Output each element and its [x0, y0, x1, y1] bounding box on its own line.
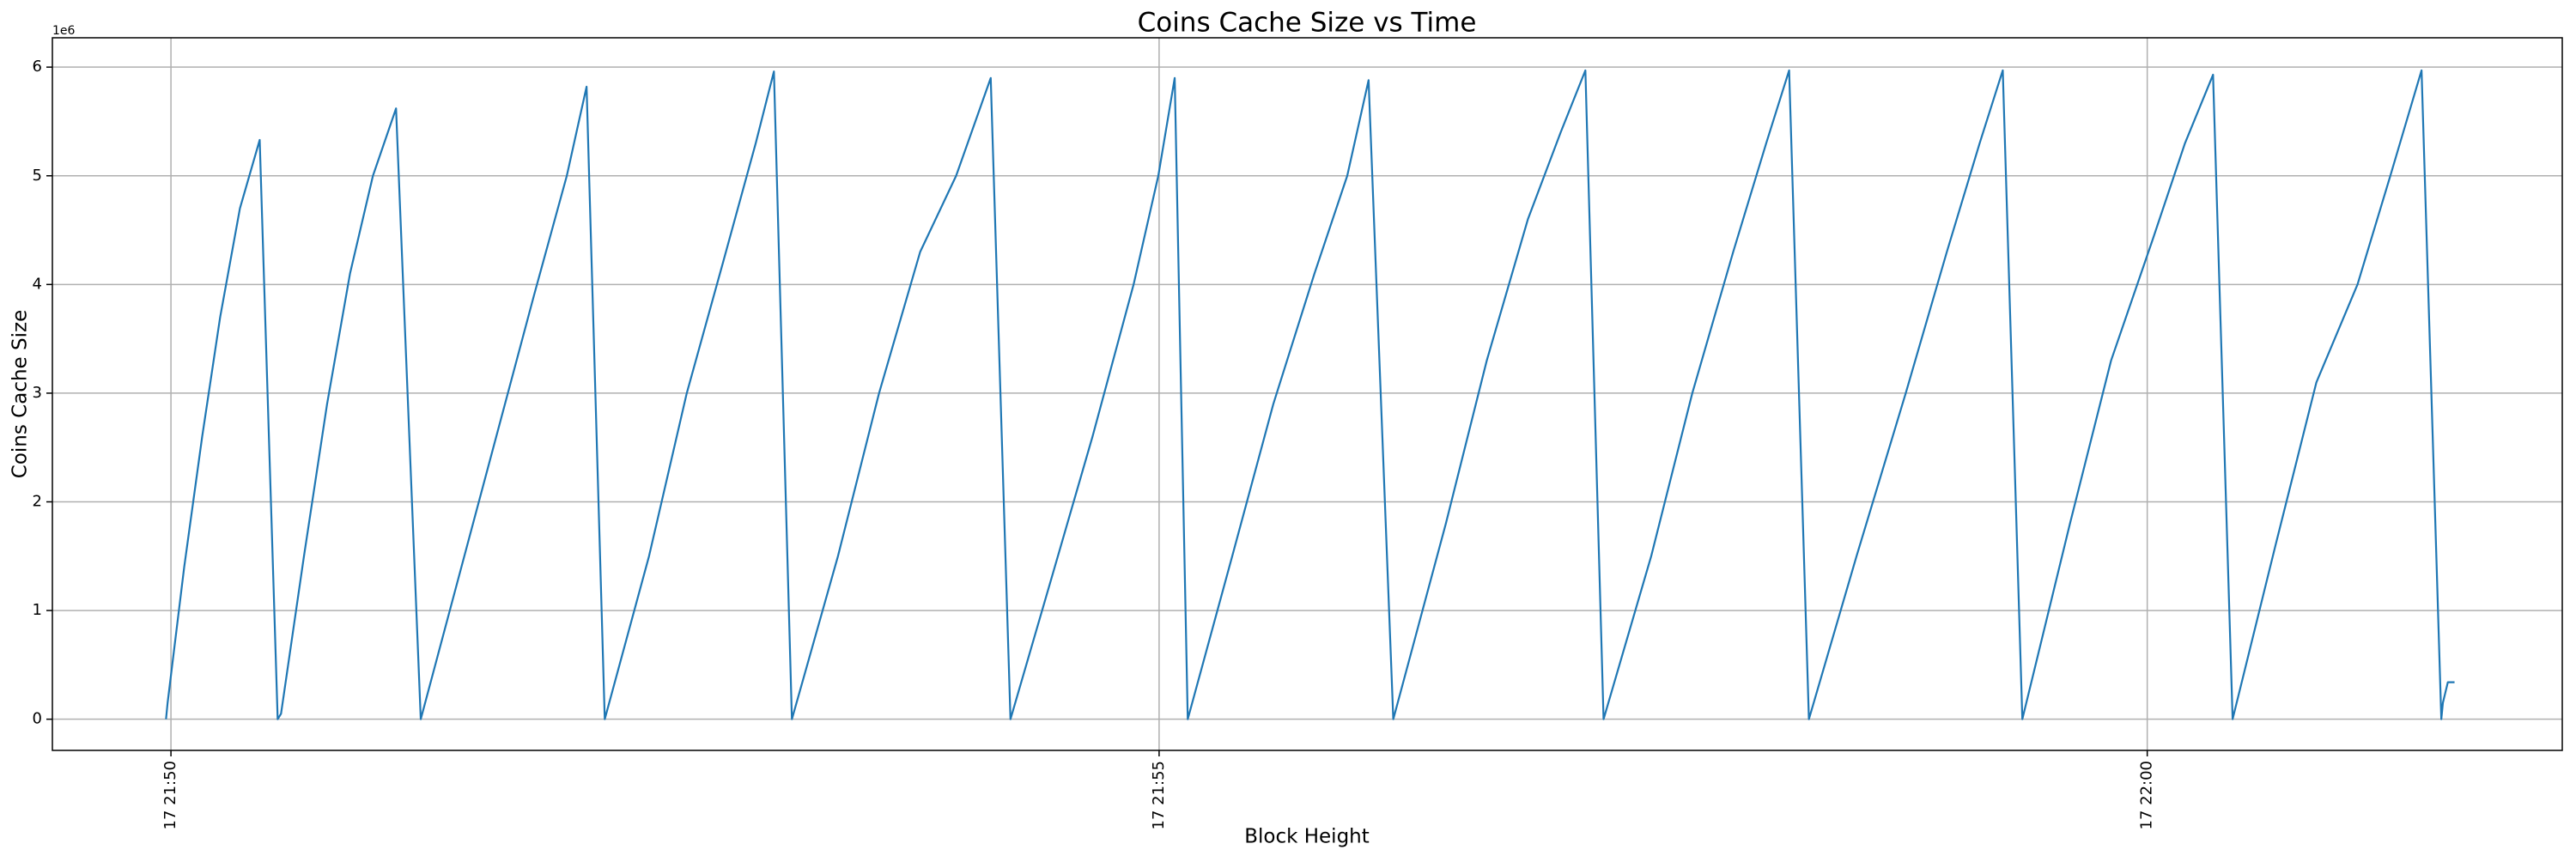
y-axis-label: Coins Cache Size [9, 310, 32, 478]
x-tick-label: 17 21:55 [1150, 761, 1168, 830]
y-tick-label: 1 [33, 601, 42, 619]
y-tick-label: 5 [33, 167, 42, 185]
plot-frame [52, 37, 2563, 751]
y-tick-label: 6 [33, 58, 42, 76]
x-tick-label: 17 22:00 [2138, 761, 2156, 830]
chart-title: Coins Cache Size vs Time [1138, 8, 1477, 39]
y-tick-label: 2 [33, 493, 42, 511]
y-tick-label: 0 [33, 710, 42, 728]
data-line [165, 69, 2455, 720]
y-tick-label: 3 [33, 384, 42, 402]
y-offset-label: 1e6 [52, 24, 76, 38]
x-axis-label: Block Height [1244, 826, 1370, 848]
y-tick-label: 4 [33, 275, 42, 293]
x-tick-label: 17 21:50 [161, 761, 179, 830]
